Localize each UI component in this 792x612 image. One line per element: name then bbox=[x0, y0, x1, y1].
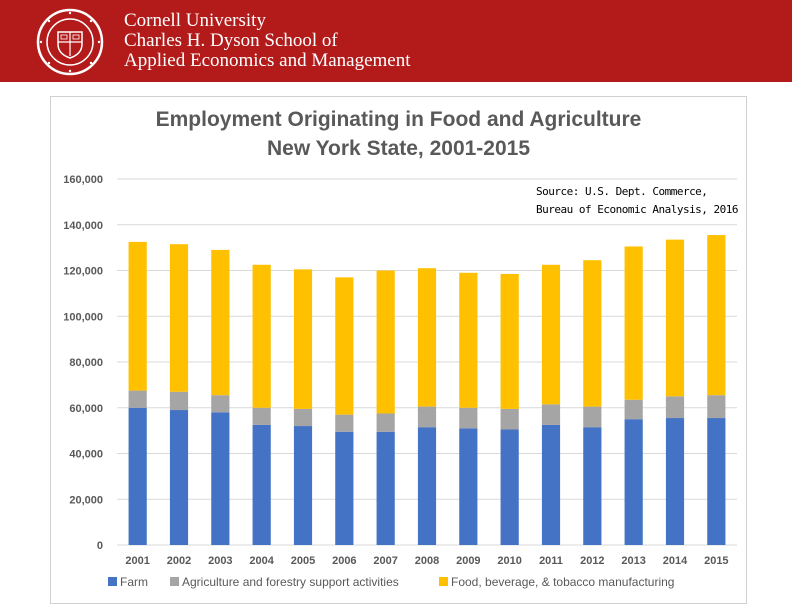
x-tick-label: 2009 bbox=[456, 555, 480, 567]
legend-swatch bbox=[108, 577, 117, 586]
legend-swatch bbox=[170, 577, 179, 586]
cornell-seal-icon bbox=[36, 8, 104, 76]
bar-segment bbox=[665, 396, 685, 419]
x-tick-label: 2014 bbox=[663, 555, 688, 567]
x-tick-label: 2013 bbox=[621, 555, 645, 567]
institution-name: Cornell University Charles H. Dyson Scho… bbox=[124, 11, 411, 71]
chart-title-line-1: Employment Originating in Food and Agric… bbox=[155, 108, 642, 131]
bar-segment bbox=[541, 264, 561, 405]
bar-segment bbox=[376, 270, 395, 414]
bar-segment bbox=[459, 428, 478, 545]
bar-segment bbox=[665, 418, 685, 545]
bar-segment bbox=[459, 407, 478, 429]
institution-line-2: Charles H. Dyson School of bbox=[124, 30, 338, 51]
bar-segment bbox=[624, 246, 643, 400]
bar-segment bbox=[335, 277, 354, 415]
bar-segment bbox=[707, 418, 726, 545]
header-banner: Cornell University Charles H. Dyson Scho… bbox=[0, 0, 792, 82]
x-tick-label: 2006 bbox=[332, 555, 356, 567]
bar-segment bbox=[583, 427, 602, 545]
x-tick-label: 2005 bbox=[291, 555, 315, 567]
legend-label: Farm bbox=[120, 575, 148, 589]
y-tick-label: 20,000 bbox=[69, 494, 103, 506]
bar-segment bbox=[211, 412, 230, 545]
bar-segment bbox=[169, 391, 189, 411]
source-note-line-1: Source: U.S. Dept. Commerce, bbox=[536, 185, 708, 198]
bar-segment bbox=[500, 273, 519, 409]
x-tick-label: 2015 bbox=[704, 555, 728, 567]
bar-segment bbox=[376, 413, 395, 432]
bar-segment bbox=[211, 249, 230, 396]
bar-segment bbox=[293, 269, 313, 409]
bar-segment bbox=[211, 395, 230, 413]
x-tick-label: 2001 bbox=[125, 555, 149, 567]
y-tick-label: 140,000 bbox=[63, 220, 103, 232]
bar-segment bbox=[417, 427, 437, 545]
x-tick-label: 2010 bbox=[497, 555, 521, 567]
legend-swatch bbox=[439, 577, 448, 586]
bar-segment bbox=[624, 419, 643, 545]
bar-segment bbox=[583, 260, 602, 407]
bar-segment bbox=[169, 244, 189, 392]
y-tick-label: 40,000 bbox=[69, 449, 103, 461]
institution-line-1: Cornell University bbox=[124, 10, 266, 31]
bar-segment bbox=[128, 407, 147, 545]
y-tick-label: 120,000 bbox=[63, 266, 103, 278]
bar-segment bbox=[624, 399, 643, 420]
institution-line-3: Applied Economics and Management bbox=[124, 50, 411, 71]
bar-segment bbox=[252, 424, 271, 545]
x-tick-label: 2003 bbox=[208, 555, 232, 567]
bar-segment bbox=[707, 235, 726, 396]
x-tick-label: 2011 bbox=[539, 555, 563, 567]
legend-label: Agriculture and forestry support activit… bbox=[182, 575, 399, 589]
bar-segment bbox=[541, 424, 561, 545]
x-tick-label: 2002 bbox=[167, 555, 191, 567]
x-tick-label: 2012 bbox=[580, 555, 604, 567]
bar-segment bbox=[417, 406, 437, 428]
bar-segment bbox=[128, 390, 147, 408]
y-tick-label: 0 bbox=[97, 540, 103, 552]
y-tick-label: 160,000 bbox=[63, 174, 103, 186]
bar-segment bbox=[583, 406, 602, 428]
bar-segment bbox=[707, 395, 726, 419]
y-tick-label: 100,000 bbox=[63, 311, 103, 323]
bar-segment bbox=[335, 431, 354, 545]
bar-segment bbox=[293, 408, 313, 427]
legend-label: Food, beverage, & tobacco manufacturing bbox=[451, 575, 674, 589]
bar-segment bbox=[500, 429, 519, 545]
bar-segment bbox=[335, 414, 354, 432]
bar-segment bbox=[417, 268, 437, 407]
bar-segment bbox=[169, 410, 189, 545]
bar-segment bbox=[500, 408, 519, 430]
x-tick-label: 2007 bbox=[373, 555, 397, 567]
x-tick-label: 2004 bbox=[249, 555, 274, 567]
bar-segment bbox=[376, 431, 395, 545]
bar-segment bbox=[293, 426, 313, 545]
bar-segment bbox=[128, 241, 147, 391]
bar-segment bbox=[541, 404, 561, 425]
bar-segment bbox=[459, 272, 478, 408]
bar-segment bbox=[252, 264, 271, 408]
y-tick-label: 80,000 bbox=[69, 357, 103, 369]
bar-segment bbox=[665, 239, 685, 397]
chart-title-line-2: New York State, 2001-2015 bbox=[266, 137, 531, 160]
bar-segment bbox=[252, 407, 271, 425]
x-tick-label: 2008 bbox=[415, 555, 439, 567]
y-tick-label: 60,000 bbox=[69, 403, 103, 415]
source-note-line-2: Bureau of Economic Analysis, 2016 bbox=[536, 203, 739, 216]
